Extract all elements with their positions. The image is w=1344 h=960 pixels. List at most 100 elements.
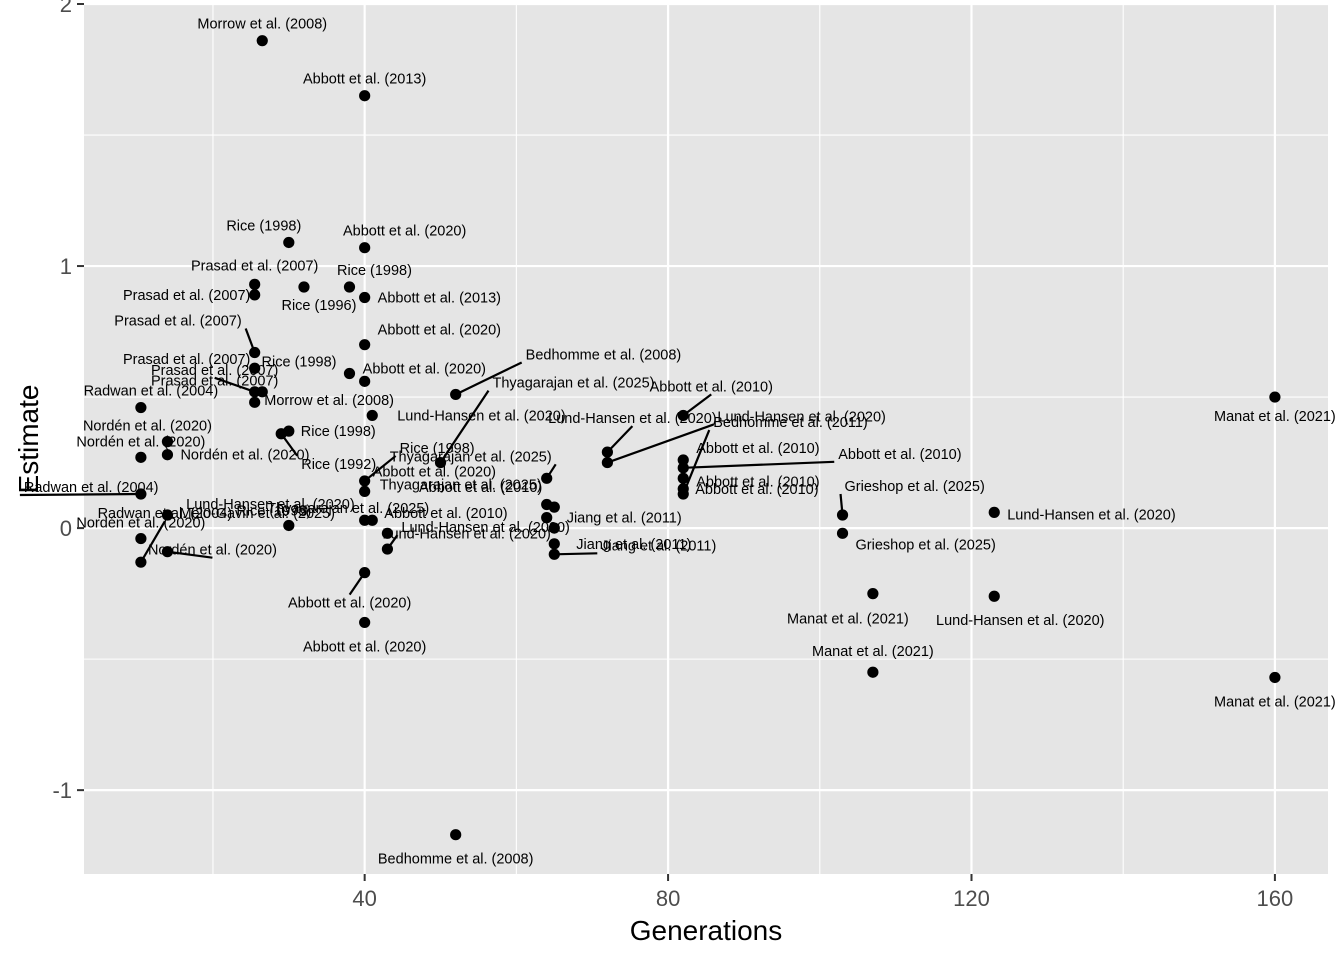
point-label: Bedhomme et al. (2008) [526, 347, 682, 363]
point-label: Prasad et al. (2007) [151, 373, 278, 389]
point-label: Bedhomme et al. (2011) [713, 415, 867, 431]
leader-line [606, 425, 634, 453]
data-point [381, 543, 394, 555]
point-label: Rice (1992) [301, 457, 376, 473]
point-label: Lund-Hansen et al. (2020) [717, 410, 885, 426]
data-point [249, 396, 261, 408]
leader-line [682, 429, 711, 495]
x-tick-label: 40 [352, 886, 376, 911]
point-label: Abbott et al. (2020) [288, 596, 411, 612]
data-point [249, 362, 261, 374]
data-point [359, 375, 371, 387]
data-point [343, 281, 356, 293]
point-label: Prasad et al. (2007) [151, 363, 278, 379]
point-label: Abbott et al. (2010) [419, 480, 542, 496]
data-point [548, 522, 560, 534]
point-label: Prasad et al. (2007) [123, 352, 250, 368]
data-point [359, 485, 371, 498]
point-label: Thyagarajan et al. (2025) [267, 501, 429, 517]
leader-line [167, 550, 213, 559]
point-label: Abbott et al. (2020) [373, 464, 496, 480]
data-point [135, 488, 147, 500]
data-point [601, 456, 613, 469]
data-point [135, 556, 147, 568]
point-label: Radwan et al. (2004) [98, 506, 233, 522]
point-label: Abbott et al. (2010) [695, 482, 818, 498]
y-tick-label: 2 [60, 0, 72, 17]
data-point [256, 35, 268, 47]
point-label: Jiang et al. (2011) [576, 537, 691, 553]
data-point [1269, 391, 1281, 403]
data-point [541, 512, 553, 524]
data-point [867, 666, 879, 678]
data-point [548, 548, 560, 560]
point-label: Abbott et al. (2010) [696, 474, 819, 490]
x-tick-label: 80 [656, 886, 680, 911]
leader-line [455, 361, 523, 396]
point-label: Abbott et al. (2020) [378, 323, 501, 339]
point-label: Morrow et al. (2008) [197, 17, 327, 33]
leader-line [683, 460, 835, 469]
data-point [366, 409, 378, 422]
data-point [161, 436, 174, 448]
point-label: Prasad et al. (2007) [191, 258, 318, 274]
point-label: Rice (1998) [400, 441, 475, 457]
x-axis-title: Generations [630, 915, 783, 946]
point-label: Abbott et al. (2013) [303, 72, 426, 88]
data-points [135, 35, 1281, 841]
data-point [677, 462, 689, 474]
point-label: Abbott et al. (2020) [303, 639, 426, 655]
data-point [256, 386, 268, 398]
data-point [359, 475, 371, 487]
point-label: Manat et al. (2021) [812, 644, 934, 660]
data-point [359, 567, 371, 579]
data-point [249, 278, 261, 290]
data-point [677, 454, 689, 466]
point-label: Lund-Hansen et al. (2020) [1007, 507, 1175, 523]
data-point [548, 538, 560, 550]
data-point [677, 409, 689, 422]
point-label: Bedhomme et al. (2008) [378, 852, 534, 868]
data-point [988, 590, 1000, 602]
point-label: Rice (1998) [226, 218, 301, 234]
point-label: Nordén et al. (2020) [83, 419, 212, 435]
data-point [366, 514, 378, 526]
data-point [867, 588, 879, 600]
point-label: Lund-Hansen et al. (2020) [397, 408, 565, 424]
point-label: Grieshop et al. (2025) [856, 537, 996, 553]
point-label: Abbott et al. (2010) [696, 441, 819, 457]
data-point [135, 532, 147, 545]
y-axis-title: Estimate [13, 385, 44, 494]
data-point [283, 236, 295, 249]
leader-line [139, 520, 166, 563]
data-point [677, 472, 689, 484]
label-leader-lines [19, 328, 844, 596]
point-label: Manat et al. (2021) [787, 612, 909, 628]
x-tick-label: 160 [1257, 886, 1294, 911]
point-label: Abbott et al. (2013) [378, 290, 501, 306]
point-label: Prasad et al. (2007) [114, 314, 241, 330]
data-point [359, 242, 371, 254]
data-point [298, 281, 310, 293]
data-point [275, 428, 287, 440]
point-label: Lund-Hansen et al. (2020) [548, 411, 716, 427]
leader-line [19, 492, 141, 497]
point-label: Rice (1998) [262, 354, 337, 370]
point-label: Abbott et al. (2020) [343, 224, 466, 240]
point-label: Rice (1998) [337, 263, 412, 279]
data-point [450, 829, 462, 841]
data-point [381, 527, 394, 539]
point-label: Lund-Hansen et al. (2020) [382, 526, 550, 542]
data-point [359, 291, 371, 304]
data-point [1269, 671, 1281, 684]
data-point [450, 388, 462, 401]
point-label: Radwan et al. (2004) [84, 384, 219, 400]
point-label: Rice (1998) [236, 503, 311, 519]
data-point [677, 488, 689, 500]
point-label: Thyagarajan et al. (2025) [493, 376, 655, 392]
leader-line [682, 393, 712, 417]
leader-line [554, 552, 598, 556]
data-point [601, 446, 613, 458]
point-label: Rice (1996) [281, 298, 356, 314]
data-point [161, 546, 174, 558]
